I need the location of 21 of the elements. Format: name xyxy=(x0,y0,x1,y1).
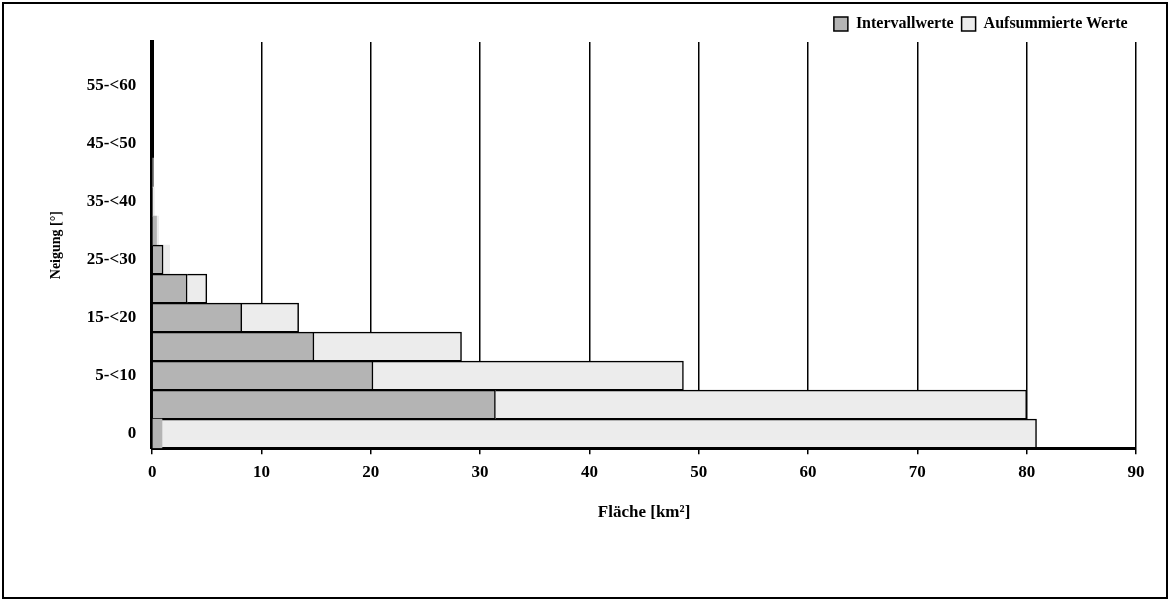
y-axis-title: Neigung [°] xyxy=(48,210,64,280)
y-tick-label: 0 xyxy=(127,423,137,443)
y-tick-label: 5-<10 xyxy=(95,365,137,385)
x-tick-label: 10 xyxy=(252,461,270,481)
x-tick-label: 70 xyxy=(908,461,926,481)
legend-label: Intervallwerte xyxy=(855,14,954,32)
x-tick-label: 90 xyxy=(1127,461,1145,481)
x-tick-label: 60 xyxy=(799,461,817,481)
y-tick-label: 25-<30 xyxy=(86,249,137,268)
x-tick-label: 40 xyxy=(580,461,598,481)
y-tick-label: 15-<20 xyxy=(86,307,137,327)
y-tick-label: 45-<50 xyxy=(86,132,137,152)
x-axis-title: Fläche [km²] xyxy=(597,502,691,522)
x-tick-label: 30 xyxy=(471,461,489,481)
x-tick-label: 0 xyxy=(147,461,157,481)
y-tick-label: 55-<60 xyxy=(86,74,137,94)
x-tick-label: 50 xyxy=(690,461,708,481)
x-tick-label: 80 xyxy=(1018,461,1036,481)
y-tick-label: 35-<40 xyxy=(86,190,137,210)
legend-label: Aufsummierte Werte xyxy=(983,14,1128,32)
x-tick-label: 20 xyxy=(362,461,380,481)
